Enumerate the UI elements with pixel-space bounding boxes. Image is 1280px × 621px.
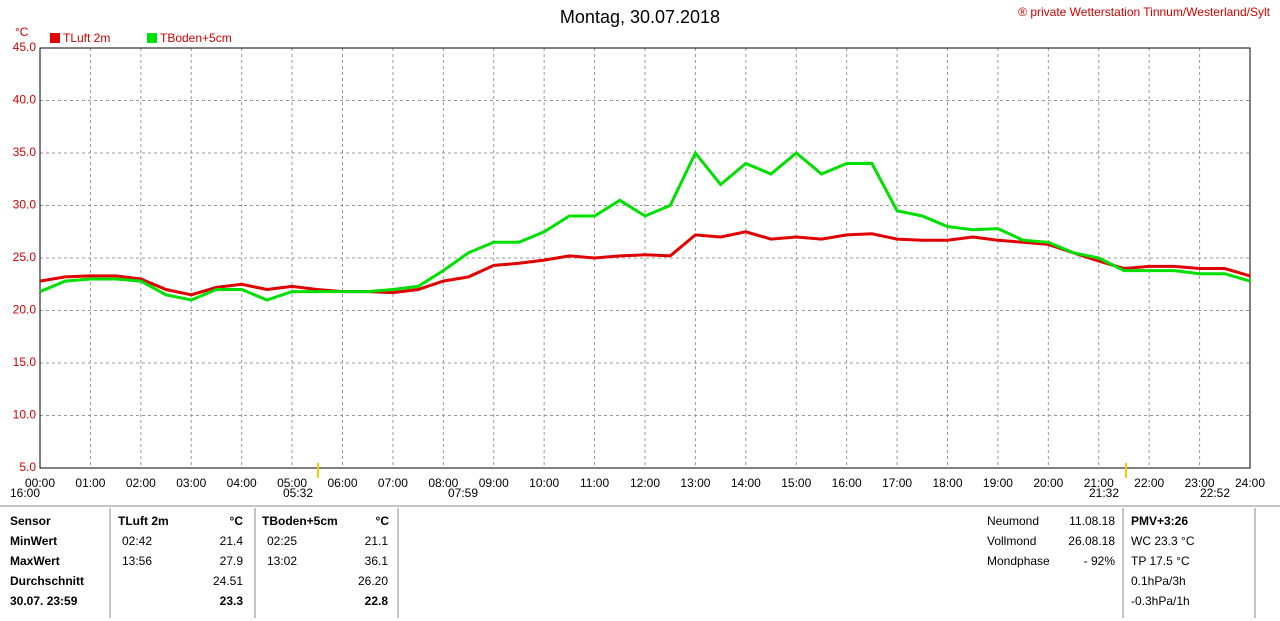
table-cell: 36.1 bbox=[365, 554, 389, 568]
x-tick-label: 15:00 bbox=[781, 476, 811, 490]
table-cell: 22.8 bbox=[365, 594, 389, 608]
x-tick-label: 18:00 bbox=[932, 476, 962, 490]
table-cell: 13:02 bbox=[267, 554, 297, 568]
y-tick-label: 30.0 bbox=[13, 198, 37, 212]
series-line bbox=[39, 150, 1251, 302]
pmv-info: -0.3hPa/1h bbox=[1131, 594, 1190, 608]
table-cell: 02:25 bbox=[267, 534, 297, 548]
x-tick-label: 21:00 bbox=[1084, 476, 1114, 490]
table-cell: 21.4 bbox=[220, 534, 244, 548]
x-tick-label: 01:00 bbox=[75, 476, 105, 490]
row-label: Durchschnitt bbox=[10, 574, 84, 588]
table-header: °C bbox=[230, 514, 244, 528]
row-label: MinWert bbox=[10, 534, 57, 548]
x-tick-label: 16:00 bbox=[832, 476, 862, 490]
plot-border bbox=[39, 47, 1251, 469]
y-tick-label: 10.0 bbox=[13, 408, 37, 422]
pmv-info: PMV+3:26 bbox=[1131, 514, 1188, 528]
y-unit: °C bbox=[15, 25, 29, 39]
table-header: Sensor bbox=[10, 514, 51, 528]
x-tick-label: 13:00 bbox=[680, 476, 710, 490]
y-tick-label: 20.0 bbox=[13, 303, 37, 317]
legend-label: TLuft 2m bbox=[63, 31, 110, 45]
table-header: TLuft 2m bbox=[118, 514, 169, 528]
y-tick-label: 45.0 bbox=[13, 40, 37, 54]
table-cell: 02:42 bbox=[122, 534, 152, 548]
x-tick-label: 24:00 bbox=[1235, 476, 1265, 490]
copyright: ® private Wetterstation Tinnum/Westerlan… bbox=[1018, 5, 1271, 19]
table-cell: 13:56 bbox=[122, 554, 152, 568]
chart-title: Montag, 30.07.2018 bbox=[560, 7, 720, 27]
legend-label: TBoden+5cm bbox=[160, 31, 232, 45]
moon-value: - 92% bbox=[1084, 554, 1116, 568]
x-tick-label: 08:00 bbox=[428, 476, 458, 490]
table-header: TBoden+5cm bbox=[262, 514, 338, 528]
table-cell: 23.3 bbox=[220, 594, 244, 608]
y-tick-label: 15.0 bbox=[13, 355, 37, 369]
table-cell: 21.1 bbox=[365, 534, 389, 548]
row-label: MaxWert bbox=[10, 554, 60, 568]
y-tick-label: 40.0 bbox=[13, 93, 37, 107]
pmv-info: 0.1hPa/3h bbox=[1131, 574, 1186, 588]
time-annotation: 16:00 bbox=[10, 486, 40, 500]
x-tick-label: 11:00 bbox=[580, 476, 609, 490]
x-tick-label: 14:00 bbox=[731, 476, 761, 490]
x-tick-label: 04:00 bbox=[227, 476, 257, 490]
table-cell: 26.20 bbox=[358, 574, 388, 588]
x-tick-label: 17:00 bbox=[882, 476, 912, 490]
x-tick-label: 20:00 bbox=[1033, 476, 1063, 490]
moon-value: 26.08.18 bbox=[1068, 534, 1115, 548]
y-tick-label: 5.0 bbox=[19, 460, 36, 474]
y-tick-label: 25.0 bbox=[13, 250, 37, 264]
moon-label: Neumond bbox=[987, 514, 1039, 528]
table-cell: 24.51 bbox=[213, 574, 243, 588]
x-tick-label: 19:00 bbox=[983, 476, 1013, 490]
x-tick-label: 07:00 bbox=[378, 476, 408, 490]
x-tick-label: 00:00 bbox=[25, 476, 55, 490]
pmv-info: WC 23.3 °C bbox=[1131, 534, 1195, 548]
x-tick-label: 09:00 bbox=[479, 476, 509, 490]
table-cell: 27.9 bbox=[220, 554, 244, 568]
x-tick-label: 03:00 bbox=[176, 476, 206, 490]
x-tick-label: 10:00 bbox=[529, 476, 559, 490]
moon-value: 11.08.18 bbox=[1069, 514, 1115, 528]
table-header: °C bbox=[376, 514, 390, 528]
x-tick-label: 02:00 bbox=[126, 476, 156, 490]
legend-swatch bbox=[50, 33, 60, 43]
x-tick-label: 05:00 bbox=[277, 476, 307, 490]
y-tick-label: 35.0 bbox=[13, 145, 37, 159]
time-annotation: 21:32 bbox=[1089, 486, 1119, 500]
legend-swatch bbox=[147, 33, 157, 43]
series-line bbox=[39, 230, 1251, 297]
time-annotation: 05:32 bbox=[283, 486, 313, 500]
time-annotation: 22:52 bbox=[1200, 486, 1230, 500]
time-annotation: 07:59 bbox=[448, 486, 478, 500]
moon-label: Vollmond bbox=[987, 534, 1036, 548]
pmv-info: TP 17.5 °C bbox=[1131, 554, 1190, 568]
x-tick-label: 06:00 bbox=[327, 476, 357, 490]
moon-label: Mondphase bbox=[987, 554, 1050, 568]
x-tick-label: 23:00 bbox=[1185, 476, 1215, 490]
x-tick-label: 12:00 bbox=[630, 476, 660, 490]
row-label: 30.07. 23:59 bbox=[10, 594, 78, 608]
x-tick-label: 22:00 bbox=[1134, 476, 1164, 490]
